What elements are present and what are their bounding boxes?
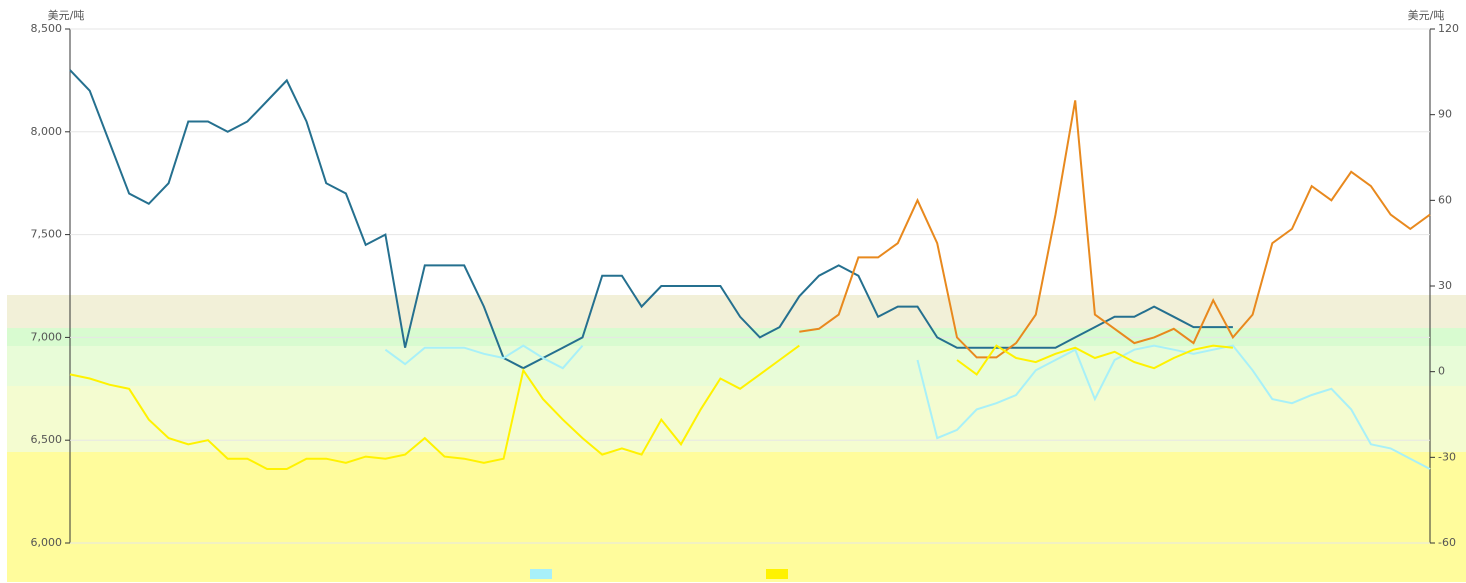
legend-swatch bbox=[766, 569, 788, 579]
y-tick-label: 8,500 bbox=[31, 22, 63, 35]
y-tick-label: 6,000 bbox=[31, 536, 63, 549]
band bbox=[7, 386, 1466, 452]
y2-axis-label: 美元/吨 bbox=[1408, 9, 1445, 22]
legend-swatch bbox=[530, 569, 552, 579]
y-tick-label: 6,500 bbox=[31, 433, 63, 446]
band bbox=[7, 346, 1466, 386]
band bbox=[7, 452, 1466, 582]
y-tick-label: 7,000 bbox=[31, 330, 63, 343]
y2-tick-label: -60 bbox=[1438, 536, 1456, 549]
y2-tick-label: 60 bbox=[1438, 193, 1452, 206]
y2-tick-label: 30 bbox=[1438, 279, 1452, 292]
background-bands bbox=[7, 295, 1466, 582]
y-axis-label: 美元/吨 bbox=[48, 9, 85, 22]
y2-tick-label: 90 bbox=[1438, 108, 1452, 121]
y-tick-label: 7,500 bbox=[31, 228, 63, 241]
y2-tick-label: 120 bbox=[1438, 22, 1459, 35]
y2-tick-label: 0 bbox=[1438, 365, 1445, 378]
y-tick-label: 8,000 bbox=[31, 125, 63, 138]
chart: 美元/吨 美元/吨 6,000 6,500 7,000 7,500 8,000 8,500… bbox=[0, 0, 1466, 583]
y2-tick-label: -30 bbox=[1438, 450, 1456, 463]
